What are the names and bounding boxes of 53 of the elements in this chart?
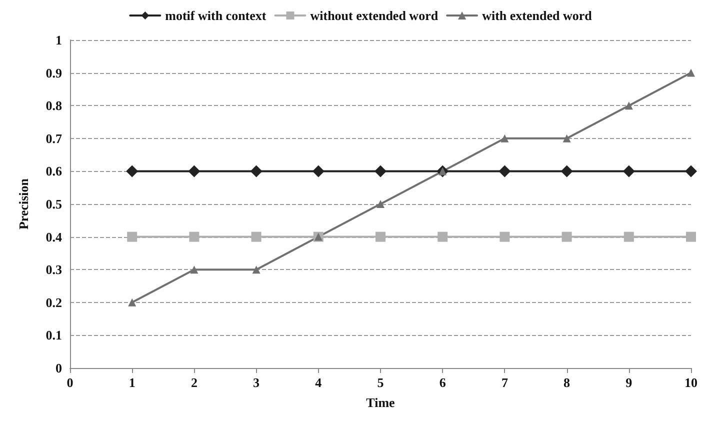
legend-label: motif with context <box>165 8 267 23</box>
x-tick-label: 3 <box>253 375 260 390</box>
y-tick-label: 0.3 <box>46 262 62 278</box>
y-tick-label: 0.9 <box>46 65 62 80</box>
point <box>560 165 573 178</box>
point <box>624 102 633 110</box>
point <box>190 266 198 274</box>
y-tick-label: 0.1 <box>46 328 62 343</box>
point <box>562 232 572 242</box>
point <box>376 232 386 242</box>
y-axis-title: Precision <box>16 178 31 230</box>
x-tick-label: 7 <box>501 375 508 390</box>
x-tick-label: 2 <box>190 375 198 390</box>
point <box>127 232 138 242</box>
legend-label: without extended word <box>310 8 439 23</box>
y-tick-label: 0.5 <box>46 196 62 212</box>
point <box>685 165 697 178</box>
point <box>312 165 324 178</box>
point <box>128 298 136 306</box>
y-tick-label: 0.8 <box>46 98 62 114</box>
point <box>188 165 200 178</box>
x-tick-label: 5 <box>377 375 384 390</box>
point <box>189 232 200 242</box>
point <box>374 165 386 178</box>
point <box>687 68 695 77</box>
point <box>622 165 635 178</box>
y-tick-label: 0 <box>56 360 62 376</box>
point <box>126 165 138 178</box>
x-tick-label: 4 <box>315 375 322 390</box>
point <box>252 266 260 274</box>
y-tick-label: 0.4 <box>46 229 62 244</box>
point <box>500 134 509 142</box>
x-tick-label: 8 <box>564 375 571 390</box>
y-tick-label: 0.6 <box>46 164 62 179</box>
point <box>686 232 696 242</box>
point <box>376 200 384 208</box>
point <box>562 134 571 142</box>
x-tick-label: 10 <box>684 375 698 390</box>
x-tick-label: 0 <box>66 375 74 390</box>
x-axis-title: Time <box>366 395 396 410</box>
point <box>251 232 262 242</box>
y-tick-label: 1 <box>56 32 62 48</box>
y-tick-label: 0.2 <box>46 294 62 310</box>
point <box>500 232 510 242</box>
x-tick-label: 1 <box>128 375 136 390</box>
legend-label: with extended word <box>482 8 593 23</box>
point <box>438 232 448 242</box>
point <box>624 232 634 242</box>
x-tick-label: 9 <box>626 375 633 390</box>
x-tick-label: 6 <box>439 375 446 390</box>
point <box>250 165 262 178</box>
point <box>498 165 511 178</box>
y-tick-label: 0.7 <box>46 130 62 146</box>
